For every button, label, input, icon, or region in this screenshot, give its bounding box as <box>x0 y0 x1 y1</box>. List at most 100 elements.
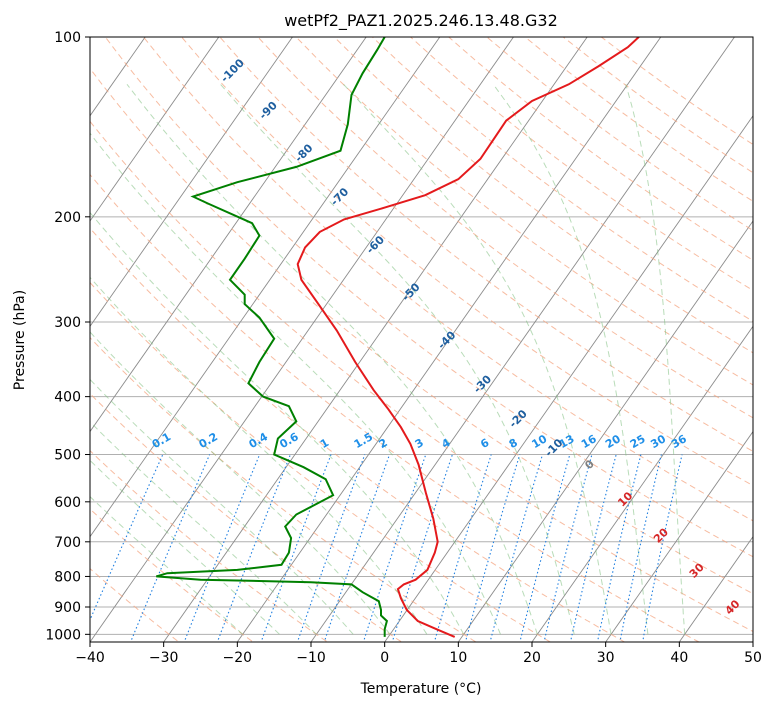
dry-adiabat-line <box>90 67 753 595</box>
mixing-ratio-line <box>362 454 427 642</box>
mixing-ratio-line <box>130 454 211 642</box>
theta-e-label: -70 <box>328 185 351 208</box>
isotherm-line <box>310 37 736 642</box>
mixing-ratio-label: 4 <box>439 436 452 451</box>
y-tick-label: 700 <box>54 535 81 551</box>
dry-adiabat-line <box>143 37 753 522</box>
x-tick-label: 20 <box>523 650 541 666</box>
plot-frame <box>89 36 754 643</box>
theta-e-label: -90 <box>257 99 280 122</box>
y-tick-label: 600 <box>54 495 81 511</box>
x-tick-label: −10 <box>296 650 326 666</box>
y-axis-label: Pressure (hPa) <box>12 290 28 390</box>
moist-adiabat-line <box>492 84 649 635</box>
mixing-ratio-line <box>596 454 642 642</box>
theta-e-label: 30 <box>687 560 707 580</box>
mixing-ratio-line <box>489 454 544 642</box>
moist-adiabat-line <box>90 378 354 635</box>
dry-adiabat-line <box>90 450 329 642</box>
isotherm-line <box>605 430 753 642</box>
theta-e-label: 20 <box>651 525 671 545</box>
isotherm-line <box>0 24 7 647</box>
mixing-ratio-label: 0.1 <box>150 430 173 451</box>
mixing-ratio-label: 16 <box>579 432 599 451</box>
mixing-ratio-label: 2 <box>377 436 390 451</box>
mixing-ratio-label: 3 <box>413 436 426 451</box>
dewpoint-profile <box>156 37 389 637</box>
mixing-ratio-line <box>323 454 391 642</box>
isotherm-line <box>90 37 441 538</box>
isotherm-line <box>531 325 753 642</box>
dry-adiabat-line <box>90 120 753 633</box>
moist-adiabat-line <box>90 132 501 635</box>
theta-e-label: -100 <box>218 56 247 85</box>
y-tick-label: 100 <box>54 30 81 46</box>
moist-adiabat-line <box>90 421 317 635</box>
moist-adiabat-line <box>90 331 391 635</box>
theta-e-label: 0 <box>582 457 597 472</box>
mixing-ratio-label: 30 <box>648 432 668 451</box>
x-tick-label: −40 <box>75 650 105 666</box>
dry-adiabat-line <box>333 37 753 354</box>
dry-adiabat-line <box>295 37 753 386</box>
mixing-ratio-line <box>183 454 261 642</box>
sounding-profiles <box>156 37 640 638</box>
mixing-ratio-label: 1 <box>318 436 331 451</box>
isotherm-line <box>90 37 220 222</box>
x-axis-label: Temperature (°C) <box>360 681 482 697</box>
mixing-ratio-line <box>619 454 662 642</box>
x-tick-label: 10 <box>449 650 467 666</box>
mixing-ratio-line <box>90 454 164 622</box>
isotherm-line <box>236 37 662 642</box>
theta-e-label: -60 <box>364 233 387 256</box>
mixing-ratio-label: 6 <box>478 436 491 451</box>
moist-adiabat-line <box>90 459 280 635</box>
mixing-ratio-label: 0.6 <box>277 430 301 451</box>
x-tick-label: 50 <box>744 650 762 666</box>
moist-adiabat-line <box>90 211 465 635</box>
dry-adiabat-line <box>90 392 403 642</box>
moist-adiabat-line <box>126 83 538 635</box>
x-axis: −40 −30 −20 −10 0 10 20 30 40 50 <box>75 642 762 666</box>
y-tick-label: 900 <box>54 600 81 616</box>
dry-adiabat-line <box>90 281 552 642</box>
y-tick-label: 300 <box>54 315 81 331</box>
background-lines <box>0 24 753 647</box>
mixing-ratio-line <box>569 454 617 642</box>
isotherm-line <box>384 115 753 642</box>
isotherm-line <box>678 535 753 642</box>
dry-adiabat-line <box>90 508 254 642</box>
mixing-ratio-line <box>296 454 366 642</box>
dry-adiabat-line <box>181 37 753 487</box>
y-tick-label: 1000 <box>45 627 81 643</box>
dry-adiabat-line <box>90 227 626 642</box>
dry-adiabat-line <box>219 37 753 452</box>
x-tick-label: 30 <box>597 650 615 666</box>
dry-adiabat-line <box>90 173 700 642</box>
mixing-ratio-line <box>216 454 291 642</box>
chart-title: wetPf2_PAZ1.2025.246.13.48.G32 <box>284 11 558 31</box>
x-tick-label: 0 <box>380 650 389 666</box>
x-tick-label: −30 <box>149 650 179 666</box>
x-tick-label: 40 <box>670 650 688 666</box>
dry-adiabat-line <box>257 37 753 419</box>
mixing-ratio-line <box>642 454 683 642</box>
moist-adiabat-line <box>625 84 686 635</box>
isotherm-line <box>90 37 294 328</box>
pressure-gridlines <box>90 37 753 635</box>
isotherm-line <box>90 37 515 642</box>
dry-adiabat-line <box>524 37 753 202</box>
mixing-ratio-line <box>464 454 521 642</box>
mixing-ratio-line <box>433 454 492 642</box>
y-tick-label: 200 <box>54 210 81 226</box>
y-tick-label: 400 <box>54 390 81 406</box>
mixing-ratio-line <box>519 454 571 642</box>
moist-adiabat-line <box>343 83 612 635</box>
mixing-ratio-label: 1.5 <box>352 430 375 451</box>
isotherm-line <box>90 37 367 433</box>
mixing-ratio-line <box>260 454 332 642</box>
mixing-ratio-line <box>391 454 453 642</box>
moist-adiabat-line <box>90 495 244 635</box>
dry-adiabat-line <box>600 37 753 146</box>
